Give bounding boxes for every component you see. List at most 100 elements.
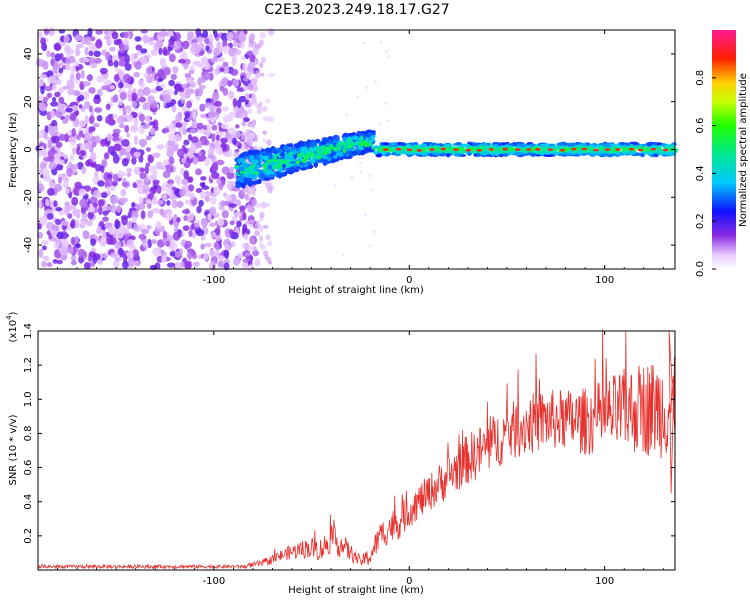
spectrogram-cell (200, 176, 207, 181)
spectrogram-cell (188, 230, 193, 238)
spectrogram-cell (248, 154, 254, 161)
spectrogram-cell (156, 200, 164, 205)
spectrogram-cell (240, 56, 247, 61)
spectrogram-cell (352, 150, 358, 156)
spectrogram-cell (327, 136, 334, 140)
spectrogram-cell (43, 131, 48, 140)
spectrogram-cell (71, 128, 76, 137)
spectrogram-x-label: Height of straight line (km) (288, 285, 424, 296)
spectrogram-cell (448, 147, 453, 151)
spectrogram-cell (38, 102, 47, 112)
spectrogram-cell (156, 77, 164, 83)
spectrogram-cell (235, 111, 243, 117)
spectrogram-cell (395, 147, 402, 151)
spectrogram-cell (166, 188, 174, 196)
spectrogram-cell (263, 177, 271, 181)
spectrogram-cell (158, 47, 163, 56)
spectrogram-cell (242, 85, 249, 91)
spectrogram-cell (189, 128, 197, 134)
spectrogram-cell (285, 159, 290, 164)
spectrogram-cell (384, 102, 388, 105)
spectrogram-cell (111, 180, 118, 187)
spectrogram-cell (329, 144, 334, 149)
spectrogram-cell (52, 259, 58, 264)
spectrogram-cell (161, 182, 168, 192)
spectrogram-cell (109, 46, 116, 52)
spectrogram-cell (364, 143, 368, 148)
spectrogram-cell (246, 50, 254, 57)
spectrogram-cell (236, 220, 242, 228)
spectrogram-cell (197, 36, 204, 43)
spectrogram-cell (104, 177, 113, 187)
spectrogram-cell (256, 107, 262, 114)
spectrogram-cell (242, 224, 248, 232)
spectrogram-cell (265, 98, 271, 104)
spectrogram-cell (498, 153, 504, 158)
spectrogram-cell (105, 236, 114, 245)
spectrogram-cell (244, 220, 250, 225)
spectrogram-cell (306, 164, 314, 169)
spectrogram-cell (211, 133, 216, 143)
spectrogram-cell (259, 225, 264, 232)
spectrogram-cell (668, 145, 675, 150)
spectrogram-cell (663, 148, 669, 152)
spectrogram-cell (179, 188, 186, 197)
spectrogram-cell (166, 183, 175, 189)
spectrogram-cell (47, 140, 53, 149)
spectrogram-cell (251, 100, 258, 106)
spectrogram-cell (406, 148, 412, 152)
spectrogram-cell (393, 144, 398, 148)
spectrogram-cell (542, 143, 551, 147)
spectrogram-cell (157, 68, 165, 77)
spectrogram-x-ticks: -100 0 100 (57, 30, 664, 286)
spectrogram-cell (175, 113, 182, 123)
spectrogram-cell (169, 123, 175, 129)
spectrogram-cell (397, 150, 403, 154)
spectrogram-cell (162, 94, 172, 103)
spectrogram-cell (228, 111, 237, 119)
spectrogram-cell (241, 183, 246, 189)
spectrogram-cell (317, 146, 322, 151)
spectrogram-cell (212, 161, 218, 171)
spectrogram-cell (213, 100, 222, 108)
spectrogram-cell (181, 157, 187, 164)
spectrogram-cell (253, 57, 259, 65)
spectrogram-cell (453, 148, 459, 151)
spectrogram-cell (592, 142, 597, 146)
spectrogram-cell (187, 250, 193, 260)
spectrogram-cell (90, 238, 96, 247)
spectrogram-cell (183, 147, 188, 154)
spectrogram-cell (110, 195, 119, 204)
spectrogram-cell (88, 115, 95, 125)
spectrogram-cell (120, 188, 127, 197)
spectrogram-cell (46, 262, 53, 267)
spectrogram-cell (347, 144, 352, 149)
spectrogram-cell (99, 67, 108, 75)
spectrogram-cell (50, 52, 56, 58)
spectrogram-cell (221, 32, 229, 42)
spectrogram-cell (100, 165, 105, 173)
spectrogram-cell (625, 142, 631, 146)
spectrogram-cell (159, 208, 165, 216)
spectrogram-cell (53, 63, 61, 70)
spectrogram-cell (272, 149, 278, 154)
spectrogram-cell (358, 132, 363, 137)
spectrogram-cell (107, 60, 114, 67)
spectrogram-cell (247, 108, 253, 115)
spectrogram-cell (138, 79, 143, 86)
spectrogram-cell (188, 69, 195, 75)
spectrogram-cell (146, 198, 152, 205)
spectrogram-cell (58, 53, 64, 60)
spectrogram-cell (303, 155, 308, 160)
spectrogram-cell (515, 152, 521, 156)
spectrogram-cell (130, 210, 139, 219)
spectrogram-cell (83, 57, 90, 63)
spectrogram-cell (368, 174, 372, 178)
spectrogram-cell (232, 42, 240, 47)
spectrogram-cell (558, 145, 566, 150)
spectrogram-cell (145, 147, 151, 152)
snr-series (37, 329, 676, 570)
spectrogram-cell (167, 145, 176, 154)
spectrogram-cell (232, 215, 237, 222)
spectrogram-cell (247, 70, 252, 79)
